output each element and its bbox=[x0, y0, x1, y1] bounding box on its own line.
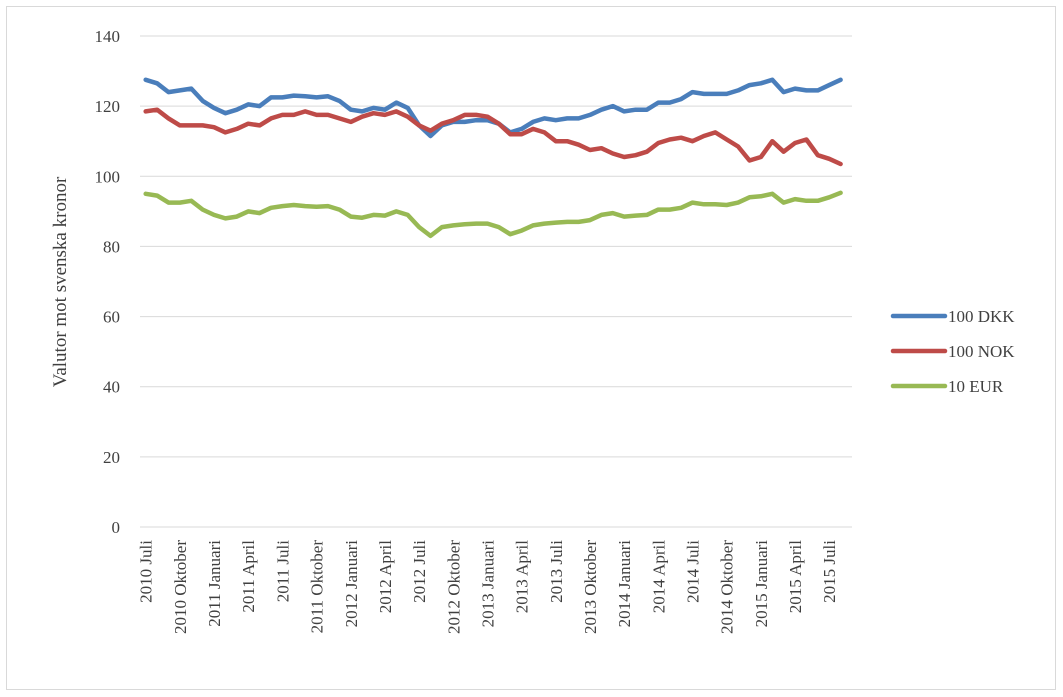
gridlines bbox=[140, 35, 852, 528]
x-tick-label: 2014 Oktober bbox=[718, 540, 737, 634]
x-tick-label: 2010 Juli bbox=[137, 540, 156, 603]
legend: 100 DKK 100 NOK 10 EUR bbox=[890, 307, 1015, 396]
series-lines bbox=[143, 77, 843, 239]
x-tick-label: 2015 April bbox=[786, 540, 805, 613]
y-axis-label: Valutor mot svenska kronor bbox=[50, 176, 71, 387]
legend-label-2: 10 EUR bbox=[948, 377, 1004, 396]
x-tick-label: 2013 Januari bbox=[478, 540, 497, 628]
series-line-2 bbox=[143, 190, 843, 239]
x-tick-label: 2011 Oktober bbox=[308, 540, 327, 634]
x-tick-label: 2011 Juli bbox=[273, 540, 292, 602]
legend-label-0: 100 DKK bbox=[948, 307, 1015, 326]
x-tick-label: 2015 Januari bbox=[752, 540, 771, 628]
x-tick-label: 2011 April bbox=[239, 540, 258, 613]
x-tick-label: 2012 Juli bbox=[410, 540, 429, 603]
x-tick-label: 2014 Januari bbox=[615, 540, 634, 628]
x-tick-label: 2013 Juli bbox=[547, 540, 566, 603]
y-axis-tick-labels: 0 20 40 60 80 100 120 140 bbox=[95, 27, 121, 537]
y-tick-label: 120 bbox=[95, 97, 121, 116]
x-tick-label: 2014 April bbox=[649, 540, 668, 613]
y-tick-label: 100 bbox=[95, 167, 121, 186]
x-tick-label: 2014 Juli bbox=[684, 540, 703, 603]
x-tick-label: 2015 Juli bbox=[820, 540, 839, 603]
x-tick-label: 2011 Januari bbox=[205, 540, 224, 627]
chart-frame bbox=[6, 6, 1056, 690]
x-tick-label: 2012 Januari bbox=[342, 540, 361, 628]
x-axis-tick-labels: 2010 Juli 2010 Oktober 2011 Januari 2011 Ap… bbox=[137, 540, 840, 634]
y-tick-label: 60 bbox=[103, 308, 120, 327]
legend-label-1: 100 NOK bbox=[948, 342, 1015, 361]
y-tick-label: 20 bbox=[103, 448, 120, 467]
y-tick-label: 0 bbox=[112, 518, 121, 537]
y-tick-label: 40 bbox=[103, 378, 120, 397]
y-tick-label: 140 bbox=[95, 27, 121, 46]
series-line-0 bbox=[143, 77, 843, 139]
x-tick-label: 2010 Oktober bbox=[171, 540, 190, 634]
series-line-1 bbox=[143, 107, 843, 167]
y-tick-label: 80 bbox=[103, 237, 120, 256]
x-tick-label: 2013 Oktober bbox=[581, 540, 600, 634]
x-tick-label: 2013 April bbox=[513, 540, 532, 613]
x-tick-label: 2012 April bbox=[376, 540, 395, 613]
x-tick-label: 2012 Oktober bbox=[444, 540, 463, 634]
